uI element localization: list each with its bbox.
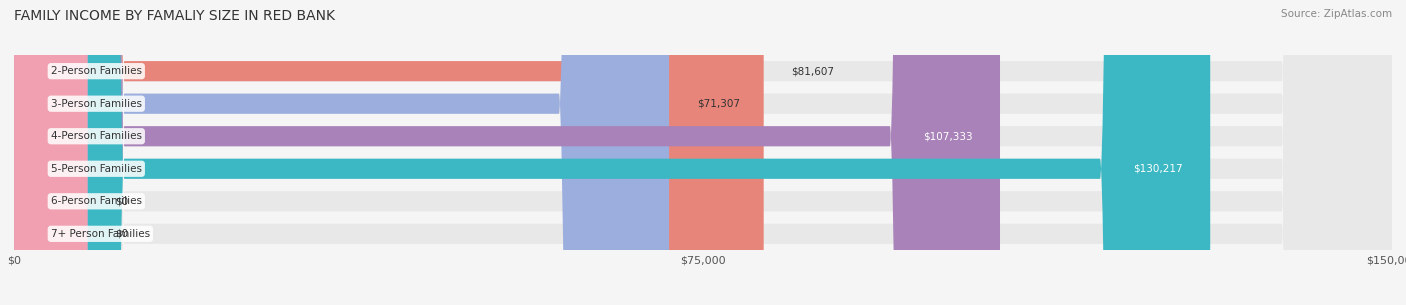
Text: Source: ZipAtlas.com: Source: ZipAtlas.com bbox=[1281, 9, 1392, 19]
Text: 6-Person Families: 6-Person Families bbox=[51, 196, 142, 206]
Text: $0: $0 bbox=[115, 196, 128, 206]
FancyBboxPatch shape bbox=[14, 0, 87, 305]
FancyBboxPatch shape bbox=[14, 0, 763, 305]
FancyBboxPatch shape bbox=[14, 0, 669, 305]
Text: $71,307: $71,307 bbox=[696, 99, 740, 109]
Text: 2-Person Families: 2-Person Families bbox=[51, 66, 142, 76]
FancyBboxPatch shape bbox=[14, 0, 1392, 305]
FancyBboxPatch shape bbox=[14, 0, 1392, 305]
Text: 5-Person Families: 5-Person Families bbox=[51, 164, 142, 174]
Text: 3-Person Families: 3-Person Families bbox=[51, 99, 142, 109]
Text: $81,607: $81,607 bbox=[792, 66, 834, 76]
Text: 4-Person Families: 4-Person Families bbox=[51, 131, 142, 141]
Text: $130,217: $130,217 bbox=[1133, 164, 1182, 174]
FancyBboxPatch shape bbox=[14, 0, 1392, 305]
Text: 7+ Person Families: 7+ Person Families bbox=[51, 229, 150, 239]
Text: FAMILY INCOME BY FAMALIY SIZE IN RED BANK: FAMILY INCOME BY FAMALIY SIZE IN RED BAN… bbox=[14, 9, 335, 23]
FancyBboxPatch shape bbox=[14, 0, 1211, 305]
FancyBboxPatch shape bbox=[14, 0, 1000, 305]
FancyBboxPatch shape bbox=[14, 0, 1392, 305]
Text: $107,333: $107,333 bbox=[922, 131, 973, 141]
FancyBboxPatch shape bbox=[14, 0, 87, 305]
FancyBboxPatch shape bbox=[14, 0, 1392, 305]
FancyBboxPatch shape bbox=[14, 0, 1392, 305]
Text: $0: $0 bbox=[115, 229, 128, 239]
